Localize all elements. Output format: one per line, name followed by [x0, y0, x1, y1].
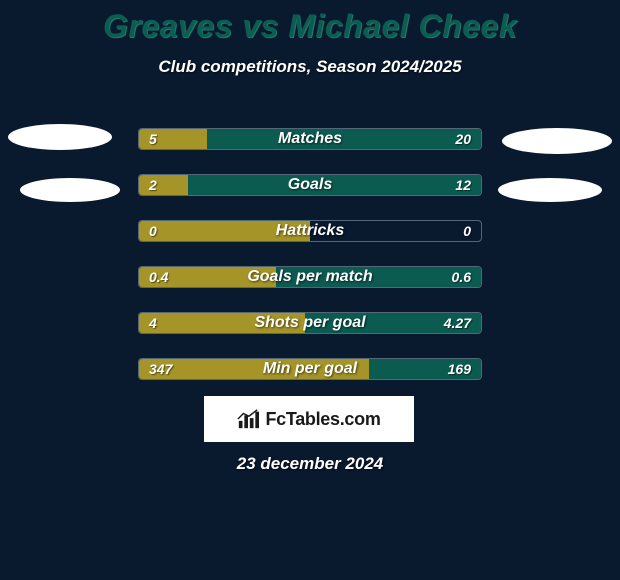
stat-row: 520Matches	[138, 128, 482, 150]
fctables-logo: FcTables.com	[204, 396, 414, 442]
player-right-badge-top	[502, 128, 612, 154]
stat-row: 00Hattricks	[138, 220, 482, 242]
stat-row: 347169Min per goal	[138, 358, 482, 380]
stat-label: Matches	[139, 129, 481, 149]
comparison-subtitle: Club competitions, Season 2024/2025	[0, 57, 620, 77]
bar-chart-icon	[237, 408, 259, 430]
stat-label: Goals	[139, 175, 481, 195]
stat-row: 44.27Shots per goal	[138, 312, 482, 334]
stat-row: 212Goals	[138, 174, 482, 196]
stat-label: Goals per match	[139, 267, 481, 287]
stat-row: 0.40.6Goals per match	[138, 266, 482, 288]
logo-text: FcTables.com	[265, 409, 380, 430]
player-left-badge-bottom	[20, 178, 120, 202]
stat-label: Hattricks	[139, 221, 481, 241]
stat-label: Min per goal	[139, 359, 481, 379]
player-left-badge-top	[8, 124, 112, 150]
snapshot-date: 23 december 2024	[0, 454, 620, 474]
comparison-title: Greaves vs Michael Cheek	[0, 0, 620, 45]
stat-label: Shots per goal	[139, 313, 481, 333]
comparison-bars: 520Matches 212Goals 00Hattricks 0.40.6Goals…	[138, 128, 482, 404]
player-right-badge-bottom	[498, 178, 602, 202]
